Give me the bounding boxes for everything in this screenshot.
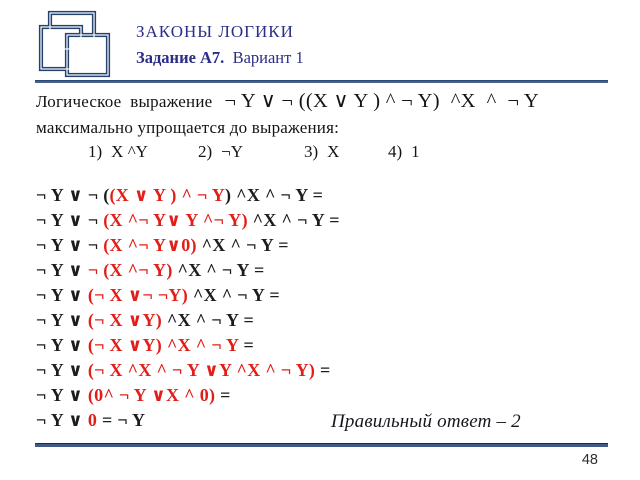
problem-line-1: Логическое выражение ¬ Y ∨ ¬ ((X ∨ Y ) ^… — [36, 88, 612, 113]
derivation-line-6: ¬ Y ∨ (¬ X ∨Y) ^X ^ ¬ Y = — [36, 308, 340, 333]
correct-answer-note: Правильный ответ – 2 — [331, 411, 521, 432]
seg-post: = ¬ Y — [97, 410, 146, 430]
seg-post: = — [238, 335, 254, 355]
seg-highlight: (0^ ¬ Y ∨X ^ 0) — [87, 385, 216, 405]
seg-pre: ¬ Y ∨ ¬ — [36, 210, 104, 230]
seg-pre: ¬ Y ∨ — [36, 360, 88, 380]
seg-post: ^X ^ ¬ Y = — [162, 310, 255, 330]
derivation-line-10: ¬ Y ∨ 0 = ¬ Y — [36, 408, 340, 433]
seg-post: ^X ^ ¬ Y = — [172, 260, 265, 280]
seg-highlight: (¬ X ∨Y) ^X ^ ¬ Y — [87, 335, 239, 355]
page-number: 48 — [581, 452, 598, 468]
derivation-line-7: ¬ Y ∨ (¬ X ∨Y) ^X ^ ¬ Y = — [36, 333, 340, 358]
problem-statement: Логическое выражение ¬ Y ∨ ¬ ((X ∨ Y ) ^… — [36, 88, 612, 162]
seg-highlight: (X ^¬ Y∨ Y ^¬ Y) — [103, 210, 248, 230]
option-3-label: 3) — [304, 142, 319, 161]
seg-highlight: (X ^¬ Y∨0) — [103, 235, 197, 255]
derivation-line-5: ¬ Y ∨ (¬ X ∨¬ ¬Y) ^X ^ ¬ Y = — [36, 283, 340, 308]
seg-pre: ¬ Y ∨ — [36, 260, 88, 280]
derivation-line-1: ¬ Y ∨ ¬ ((X ∨ Y ) ^ ¬ Y) ^X ^ ¬ Y = — [36, 183, 340, 208]
seg-highlight: (¬ X ∨Y) — [87, 310, 163, 330]
subtitle-spacer — [224, 48, 232, 67]
header-titles: ЗАКОНЫ ЛОГИКИ Задание А7. Вариант 1 — [136, 6, 304, 68]
option-1: 1) X ^Y — [88, 142, 198, 162]
seg-pre: ¬ Y ∨ — [36, 385, 88, 405]
slide-subtitle: Задание А7. Вариант 1 — [136, 48, 304, 68]
derivation-line-2: ¬ Y ∨ ¬ (X ^¬ Y∨ Y ^¬ Y) ^X ^ ¬ Y = — [36, 208, 340, 233]
task-label: Задание А7. — [136, 48, 225, 67]
seg-pre: ¬ Y ∨ — [36, 285, 88, 305]
overlapping-squares-logo-icon — [38, 10, 111, 78]
seg-highlight: (X ∨ Y ) ^ ¬ Y — [109, 185, 226, 205]
problem-intro: Логическое выражение — [36, 92, 213, 111]
seg-post: = — [315, 360, 331, 380]
seg-highlight: 0 — [87, 410, 98, 430]
option-1-label: 1) — [88, 142, 103, 161]
option-4-label: 4) — [388, 142, 403, 161]
seg-pre: ¬ Y ∨ — [36, 310, 88, 330]
seg-highlight: ¬ (X ^¬ Y) — [87, 260, 173, 280]
problem-expression: ¬ Y ∨ ¬ ((X ∨ Y ) ^ ¬ Y) ^X ^ ¬ Y — [224, 90, 540, 112]
seg-post: ^X ^ ¬ Y = — [188, 285, 280, 305]
seg-pre: ¬ Y ∨ — [36, 335, 88, 355]
seg-highlight: (¬ X ∨¬ ¬Y) — [87, 285, 189, 305]
header-divider — [35, 80, 608, 83]
slide-title: ЗАКОНЫ ЛОГИКИ — [136, 22, 294, 41]
seg-post: ^X ^ ¬ Y = — [196, 235, 289, 255]
seg-post: = — [215, 385, 231, 405]
seg-post: ^X ^ ¬ Y = — [247, 210, 340, 230]
problem-continuation: максимально упрощается до выражения: — [36, 118, 340, 137]
footer-divider — [35, 443, 608, 447]
slide-header: ЗАКОНЫ ЛОГИКИ Задание А7. Вариант 1 — [34, 6, 304, 78]
option-4: 4) 1 — [388, 142, 420, 162]
option-2: 2) ¬Y — [198, 142, 304, 162]
option-4-value: 1 — [411, 142, 420, 161]
seg-highlight: (¬ X ^X ^ ¬ Y ∨Y ^X ^ ¬ Y) — [87, 360, 316, 380]
derivation-line-3: ¬ Y ∨ ¬ (X ^¬ Y∨0) ^X ^ ¬ Y = — [36, 233, 340, 258]
option-1-value: X ^Y — [111, 142, 148, 161]
derivation-steps: ¬ Y ∨ ¬ ((X ∨ Y ) ^ ¬ Y) ^X ^ ¬ Y = ¬ Y … — [36, 183, 521, 433]
derivation-line-9: ¬ Y ∨ (0^ ¬ Y ∨X ^ 0) = — [36, 383, 340, 408]
seg-post: ) ^X ^ ¬ Y = — [225, 185, 324, 205]
option-2-value: ¬Y — [221, 142, 244, 161]
option-2-label: 2) — [198, 142, 213, 161]
answer-options: 1) X ^Y 2) ¬Y 3) X 4) 1 — [36, 142, 612, 162]
seg-pre: ¬ Y ∨ — [36, 410, 88, 430]
derivation-line-8: ¬ Y ∨ (¬ X ^X ^ ¬ Y ∨Y ^X ^ ¬ Y) = — [36, 358, 340, 383]
derivation-line-4: ¬ Y ∨ ¬ (X ^¬ Y) ^X ^ ¬ Y = — [36, 258, 340, 283]
option-3: 3) X — [304, 142, 388, 162]
variant-label: Вариант 1 — [232, 48, 304, 67]
seg-pre: ¬ Y ∨ ¬ ( — [36, 185, 110, 205]
option-3-value: X — [327, 142, 340, 161]
seg-pre: ¬ Y ∨ ¬ — [36, 235, 104, 255]
